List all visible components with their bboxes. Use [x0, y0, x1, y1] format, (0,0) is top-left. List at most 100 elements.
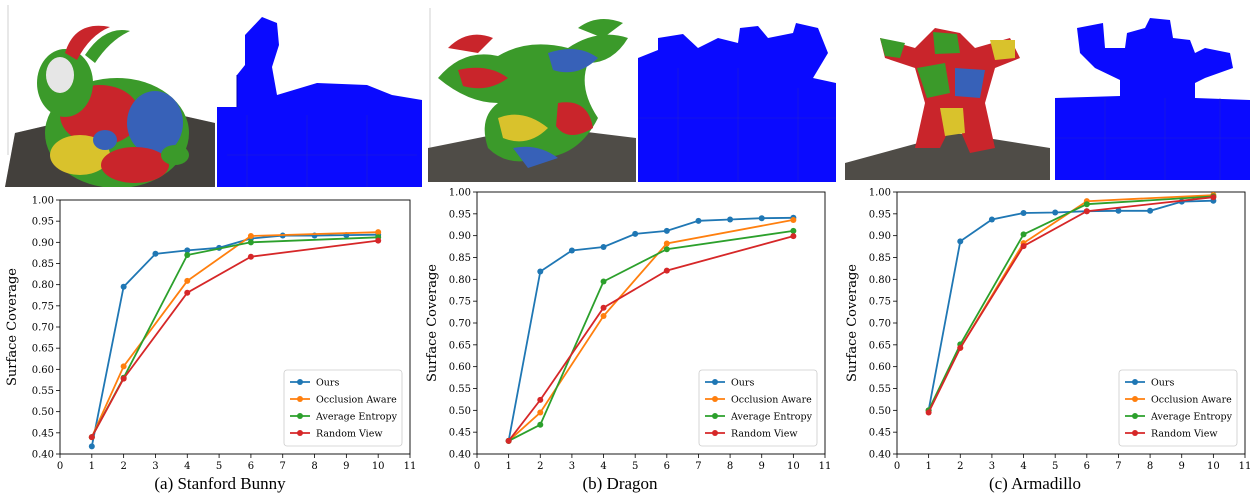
y-tick-label: 0.85 — [32, 259, 54, 270]
armadillo-voxel-render-image — [1055, 8, 1250, 180]
y-axis-label: Surface Coverage — [845, 264, 860, 382]
data-point-average-entropy — [600, 278, 607, 285]
data-point-occlusion-aware — [247, 232, 254, 239]
y-tick-label: 0.95 — [869, 209, 891, 220]
data-point-ours — [88, 443, 95, 450]
series-line-ours — [507, 216, 794, 442]
y-tick-label: 0.50 — [449, 406, 471, 417]
data-point-average-entropy — [663, 246, 670, 253]
bunny-voxel-render-image — [217, 5, 422, 187]
dragon-voxel-render-icon — [638, 8, 836, 182]
data-point-ours — [758, 215, 765, 222]
y-tick-label: 0.40 — [869, 450, 891, 461]
data-point-ours — [568, 247, 575, 254]
x-tick-label: 11 — [404, 461, 417, 470]
x-tick-label: 3 — [569, 461, 575, 470]
y-tick-label: 1.00 — [32, 196, 54, 207]
y-tick-label: 0.80 — [869, 275, 891, 286]
y-tick-label: 0.50 — [869, 406, 891, 417]
y-tick-label: 0.70 — [32, 323, 54, 334]
legend-label: Occlusion Aware — [316, 395, 397, 406]
x-tick-label: 10 — [372, 461, 385, 470]
bunny-mesh-render-image — [5, 5, 215, 187]
y-tick-label: 0.40 — [449, 450, 471, 461]
x-tick-label: 5 — [632, 461, 638, 470]
legend-label: Average Entropy — [1150, 412, 1233, 423]
data-point-random-view — [120, 375, 127, 382]
legend-swatch-marker — [1132, 430, 1138, 436]
legend-swatch-marker — [1132, 413, 1138, 419]
x-tick-label: 0 — [474, 461, 480, 470]
x-tick-label: 10 — [787, 461, 800, 470]
y-tick-label: 1.00 — [449, 188, 471, 199]
legend-label: Ours — [1151, 378, 1174, 389]
armadillo-coverage-chart: 0 1 2 3 4 5 6 7 8 9 10 11 0.40 0.45 0.50 0.55 0.60 0.65 0.… — [845, 188, 1252, 471]
data-point-average-entropy — [247, 239, 254, 246]
data-point-occlusion-aware — [790, 216, 797, 223]
y-tick-label: 0.45 — [869, 428, 891, 439]
y-tick-label: 1.00 — [869, 188, 891, 199]
y-tick-label: 0.80 — [449, 275, 471, 286]
y-tick-label: 0.45 — [449, 428, 471, 439]
x-tick-label: 7 — [695, 461, 701, 470]
armadillo-voxel-render-icon — [1055, 8, 1250, 180]
y-tick-label: 0.80 — [32, 280, 54, 291]
legend-label: Average Entropy — [730, 412, 813, 423]
y-tick-label: 0.75 — [449, 297, 471, 308]
legend-label: Random View — [316, 429, 382, 440]
y-tick-label: 0.65 — [869, 340, 891, 351]
x-tick-label: 9 — [343, 461, 349, 470]
x-tick-label: 0 — [57, 461, 63, 470]
x-tick-label: 9 — [759, 461, 765, 470]
data-point-random-view — [505, 437, 512, 444]
data-point-random-view — [1083, 208, 1090, 215]
legend-label: Occlusion Aware — [731, 395, 812, 406]
data-point-ours — [988, 216, 995, 223]
x-tick-label: 11 — [1239, 461, 1252, 470]
data-point-ours — [632, 230, 639, 237]
legend-swatch-marker — [712, 430, 718, 436]
data-point-random-view — [790, 233, 797, 240]
legend-swatch-marker — [297, 430, 303, 436]
legend-swatch-marker — [712, 413, 718, 419]
x-tick-label: 2 — [957, 461, 963, 470]
data-point-random-view — [925, 409, 932, 416]
data-point-occlusion-aware — [537, 409, 544, 416]
legend-box — [1118, 369, 1238, 447]
data-point-random-view — [600, 304, 607, 311]
data-point-ours — [1147, 207, 1154, 214]
data-point-ours — [184, 247, 191, 254]
y-tick-label: 0.70 — [869, 319, 891, 330]
data-point-ours — [600, 244, 607, 251]
y-tick-label: 0.65 — [32, 344, 54, 355]
y-tick-label: 0.55 — [869, 384, 891, 395]
data-point-occlusion-aware — [663, 240, 670, 247]
y-tick-label: 0.45 — [32, 428, 54, 439]
y-tick-label: 0.90 — [869, 231, 891, 242]
y-tick-label: 0.40 — [32, 450, 54, 461]
legend-swatch-marker — [712, 396, 718, 402]
data-point-ours — [663, 227, 670, 234]
legend-swatch-marker — [712, 379, 718, 385]
data-point-occlusion-aware — [375, 229, 382, 236]
legend-label: Random View — [1151, 429, 1217, 440]
series-line-ours — [90, 233, 379, 447]
data-point-ours — [957, 238, 964, 245]
x-tick-label: 7 — [1115, 461, 1121, 470]
x-tick-label: 2 — [537, 461, 543, 470]
x-tick-label: 4 — [184, 461, 190, 470]
data-point-occlusion-aware — [120, 363, 127, 370]
y-tick-label: 0.50 — [32, 407, 54, 418]
data-point-ours — [1115, 207, 1122, 214]
data-point-random-view — [1210, 194, 1217, 201]
y-axis-label: Surface Coverage — [425, 264, 440, 382]
y-tick-label: 0.60 — [32, 365, 54, 376]
x-tick-label: 11 — [819, 461, 832, 470]
data-point-average-entropy — [537, 421, 544, 428]
data-point-random-view — [247, 253, 254, 260]
legend-box — [698, 369, 818, 447]
caption-stanford-bunny: (a) Stanford Bunny — [154, 474, 286, 493]
legend-swatch-marker — [1132, 379, 1138, 385]
dragon-voxel-render-image — [638, 8, 836, 182]
legend-swatch-marker — [297, 379, 303, 385]
